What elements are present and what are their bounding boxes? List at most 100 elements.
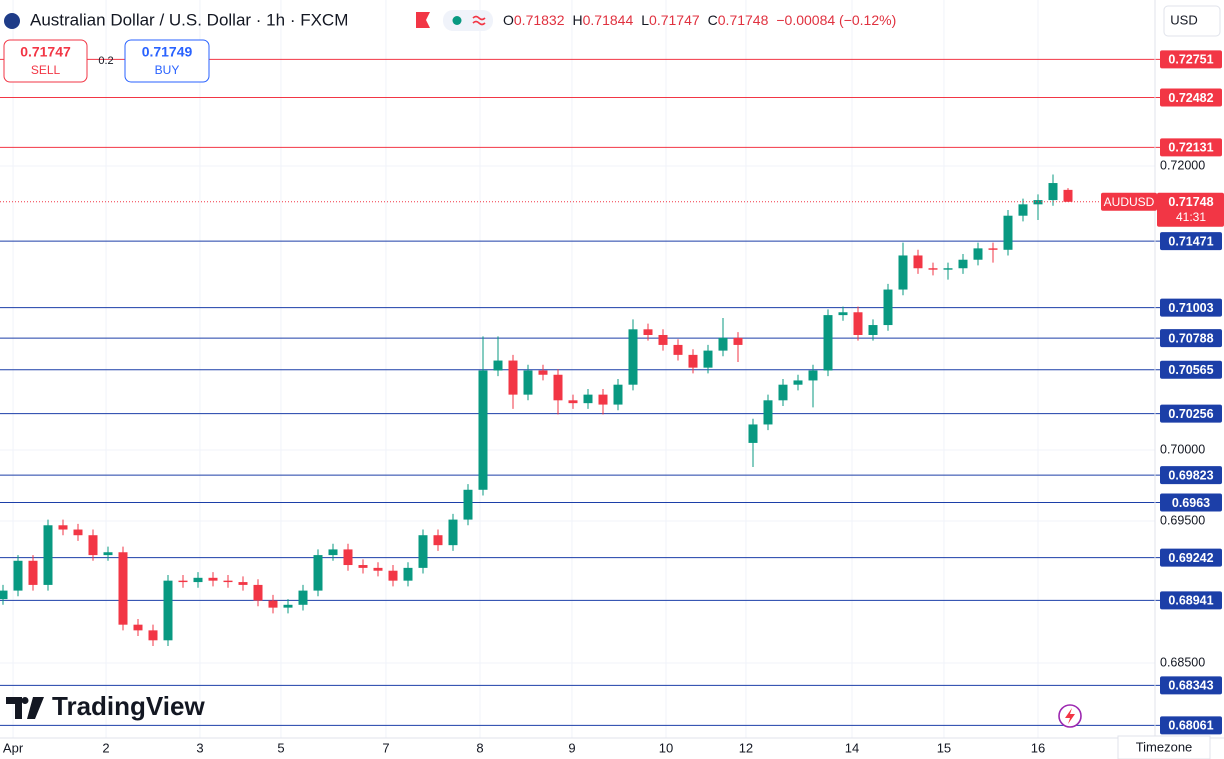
status-pill[interactable] [443, 10, 493, 31]
candle-body [508, 360, 518, 395]
level-label-box [1160, 88, 1222, 107]
status-dot [452, 16, 462, 25]
x-tick-label: 12 [739, 740, 753, 755]
candle-body [568, 400, 578, 404]
level-label: 0.70788 [1168, 331, 1213, 345]
x-tick-label: 14 [845, 740, 859, 755]
candle-body [148, 630, 158, 641]
level-label-box [1160, 466, 1222, 485]
brand-icon [6, 697, 44, 719]
ohlc-key: O [503, 12, 514, 28]
candle-body [748, 424, 758, 443]
level-label-box [1160, 493, 1222, 512]
y-tick-label: 0.69500 [1160, 513, 1205, 527]
candle-body [208, 577, 218, 581]
level-label-box [1160, 676, 1222, 695]
level-label-box [1160, 404, 1222, 423]
candle-body [898, 255, 908, 290]
candle-body [133, 624, 143, 631]
level-label-box [1160, 138, 1222, 157]
buy-button[interactable] [124, 39, 210, 83]
candle-body [478, 370, 488, 490]
candle-body [673, 344, 683, 355]
ohlc-legend: O0.71832 H0.71844 L0.71747 C0.71748 −0.00084… [503, 12, 896, 28]
candle-body [238, 582, 248, 585]
level-label: 0.70256 [1168, 407, 1213, 421]
symbol-box [1101, 192, 1157, 211]
candle-body [688, 354, 698, 368]
sell-price: 0.71747 [20, 44, 71, 60]
candle-body [973, 248, 983, 260]
x-tick-label: 10 [659, 740, 673, 755]
chart-title: Australian Dollar / U.S. Dollar · 1h · F… [30, 10, 348, 29]
candle-body [988, 248, 998, 250]
candle-body [778, 384, 788, 401]
candle-body [703, 350, 713, 368]
candle-body [628, 329, 638, 385]
candle-body [0, 590, 8, 600]
candle-body [853, 312, 863, 335]
candle-body [343, 549, 353, 566]
level-label: 0.70565 [1168, 363, 1213, 377]
level-label-box [1160, 50, 1222, 69]
currency: USD [1170, 12, 1197, 27]
candle-body [553, 374, 563, 401]
candle-body [358, 565, 368, 568]
candle-body [388, 570, 398, 581]
candle-body [253, 584, 263, 601]
candle-body [928, 268, 938, 270]
candle-body [448, 519, 458, 546]
grid [0, 0, 1155, 738]
candle-body [838, 312, 848, 316]
symbol-label: AUDUSD [1104, 195, 1155, 209]
symbol-flag [4, 13, 20, 29]
sell-label: SELL [31, 63, 61, 77]
last-price-box [1157, 192, 1224, 227]
level-label-box [1160, 360, 1222, 379]
level-label: 0.68061 [1168, 719, 1213, 733]
time-axis: Apr 2 3 5 7 8 9 10 12 14 15 16 [3, 740, 1045, 755]
level-label: 0.72482 [1168, 91, 1213, 105]
level-label: 0.71003 [1168, 301, 1213, 315]
flag-icon[interactable] [416, 12, 430, 28]
candle-body [1018, 204, 1028, 216]
candle-body [268, 600, 278, 608]
levels [0, 58, 1160, 726]
status-wave [472, 15, 486, 26]
candle-body [313, 555, 323, 591]
level-label: 0.69242 [1168, 551, 1213, 565]
candle-body [403, 567, 413, 581]
x-tick-label: 5 [277, 740, 284, 755]
candle-body [1063, 189, 1073, 202]
candle-body [193, 577, 203, 583]
candle-body [118, 552, 128, 625]
level-label: 0.71471 [1168, 234, 1213, 248]
candle-body [373, 567, 383, 571]
level-label: 0.72131 [1168, 141, 1213, 155]
lightning-bolt [1065, 708, 1075, 724]
candle-body [823, 315, 833, 371]
currency-button[interactable] [1163, 5, 1221, 37]
ohlc-value: 0.71748 [718, 12, 769, 28]
candle-body [43, 525, 53, 585]
sell-button[interactable] [3, 39, 88, 83]
candle-body [763, 400, 773, 425]
candle-body [868, 325, 878, 335]
candle-body [943, 268, 953, 270]
x-tick-label: 16 [1031, 740, 1045, 755]
level-labels: 0.72751 0.72482 0.72131 0.71471 0.71003 0.707… [1160, 50, 1222, 735]
level-label-box [1160, 329, 1222, 348]
candle-body [493, 360, 503, 371]
candle-body [298, 590, 308, 605]
ohlc-value: 0.71832 [514, 12, 565, 28]
timezone-button[interactable] [1117, 735, 1211, 759]
ohlc-key: H [573, 12, 583, 28]
candle-body [13, 560, 23, 591]
x-tick-label: 2 [102, 740, 109, 755]
level-label-box [1160, 232, 1222, 251]
candle-body [73, 529, 83, 536]
candle-body [418, 535, 428, 568]
